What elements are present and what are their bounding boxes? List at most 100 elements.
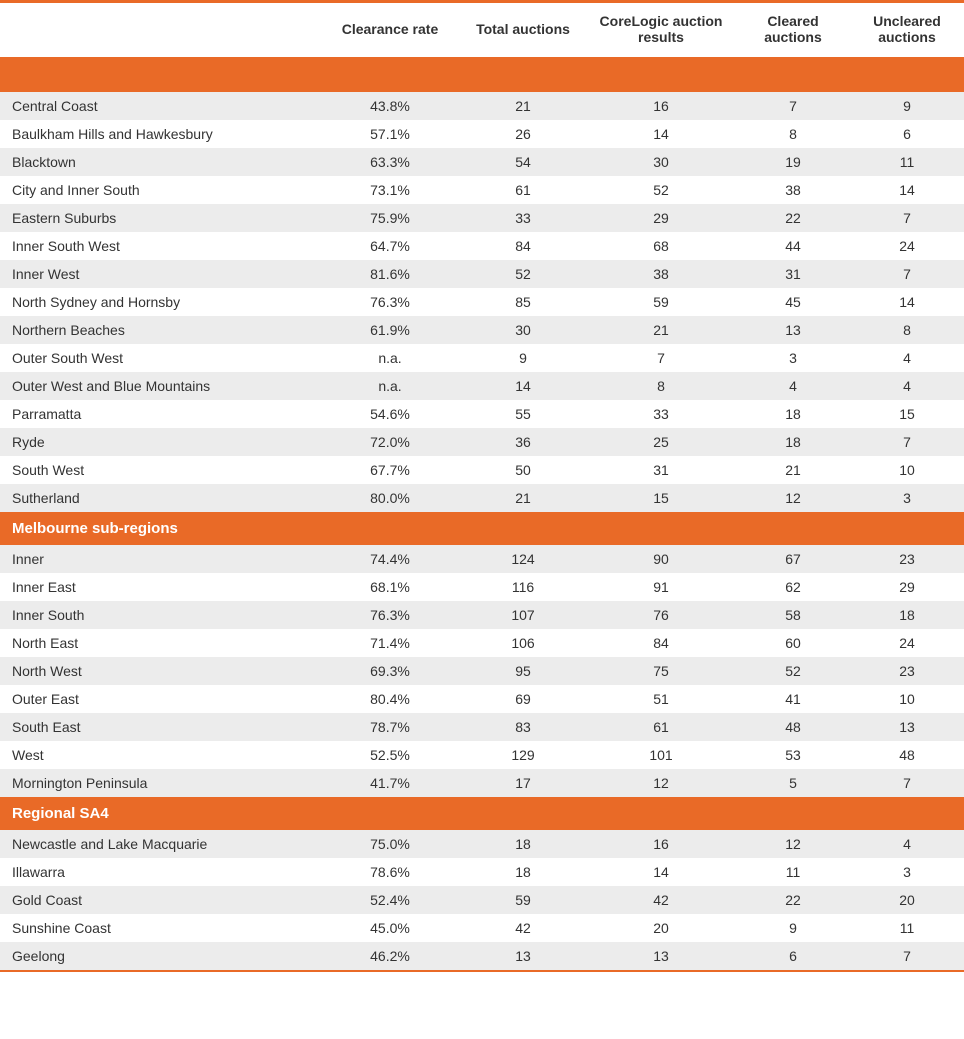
cell-value: 55 [460, 400, 586, 428]
table-row: Mornington Peninsula41.7%171257 [0, 769, 964, 797]
cell-value: 14 [460, 372, 586, 400]
cell-value: 59 [460, 886, 586, 914]
cell-region: Newcastle and Lake Macquarie [0, 830, 320, 858]
cell-value: 16 [586, 830, 736, 858]
cell-value: 17 [460, 769, 586, 797]
section-title: Melbourne sub-regions [0, 512, 964, 545]
section-title [0, 58, 964, 92]
col-header-total-auctions: Total auctions [460, 2, 586, 59]
cell-value: 95 [460, 657, 586, 685]
cell-region: North West [0, 657, 320, 685]
cell-region: Outer East [0, 685, 320, 713]
cell-value: 13 [850, 713, 964, 741]
cell-value: 8 [736, 120, 850, 148]
cell-value: 54 [460, 148, 586, 176]
cell-value: 21 [460, 92, 586, 120]
cell-value: 7 [850, 204, 964, 232]
table-row: Sunshine Coast45.0%4220911 [0, 914, 964, 942]
cell-value: 20 [586, 914, 736, 942]
cell-value: 12 [586, 769, 736, 797]
cell-value: 9 [850, 92, 964, 120]
cell-value: 48 [736, 713, 850, 741]
table-row: Inner West81.6%5238317 [0, 260, 964, 288]
cell-value: 7 [850, 428, 964, 456]
cell-value: 29 [850, 573, 964, 601]
col-header-corelogic-results: CoreLogic auction results [586, 2, 736, 59]
cell-value: 3 [850, 858, 964, 886]
cell-region: Inner South [0, 601, 320, 629]
section-title: Regional SA4 [0, 797, 964, 830]
cell-value: 16 [586, 92, 736, 120]
cell-value: 18 [460, 830, 586, 858]
cell-value: 21 [586, 316, 736, 344]
cell-value: 84 [460, 232, 586, 260]
cell-value: 78.7% [320, 713, 460, 741]
cell-value: 22 [736, 886, 850, 914]
table-row: North Sydney and Hornsby76.3%85594514 [0, 288, 964, 316]
cell-region: Illawarra [0, 858, 320, 886]
cell-region: Central Coast [0, 92, 320, 120]
table-row: Sutherland80.0%2115123 [0, 484, 964, 512]
cell-value: 18 [460, 858, 586, 886]
cell-value: 13 [586, 942, 736, 971]
cell-region: South West [0, 456, 320, 484]
cell-region: Sutherland [0, 484, 320, 512]
section-header: Melbourne sub-regions [0, 512, 964, 545]
cell-value: 18 [736, 400, 850, 428]
table-row: Baulkham Hills and Hawkesbury57.1%261486 [0, 120, 964, 148]
cell-value: 7 [850, 769, 964, 797]
cell-region: Baulkham Hills and Hawkesbury [0, 120, 320, 148]
cell-value: 4 [850, 830, 964, 858]
cell-value: 59 [586, 288, 736, 316]
cell-value: 67.7% [320, 456, 460, 484]
cell-value: 85 [460, 288, 586, 316]
cell-value: 22 [736, 204, 850, 232]
table-row: City and Inner South73.1%61523814 [0, 176, 964, 204]
cell-value: 129 [460, 741, 586, 769]
cell-value: 61 [586, 713, 736, 741]
col-header-uncleared-auctions: Uncleared auctions [850, 2, 964, 59]
table-row: Illawarra78.6%1814113 [0, 858, 964, 886]
cell-value: 52 [736, 657, 850, 685]
cell-value: 13 [460, 942, 586, 971]
cell-region: South East [0, 713, 320, 741]
cell-value: 76 [586, 601, 736, 629]
cell-value: 10 [850, 685, 964, 713]
cell-value: 7 [850, 942, 964, 971]
cell-value: 61 [460, 176, 586, 204]
cell-value: 48 [850, 741, 964, 769]
cell-value: 13 [736, 316, 850, 344]
cell-value: 6 [736, 942, 850, 971]
cell-value: 44 [736, 232, 850, 260]
table-row: Central Coast43.8%211679 [0, 92, 964, 120]
table-row: South East78.7%83614813 [0, 713, 964, 741]
cell-value: 57.1% [320, 120, 460, 148]
col-header-cleared-auctions: Cleared auctions [736, 2, 850, 59]
cell-value: 14 [586, 120, 736, 148]
cell-value: 68.1% [320, 573, 460, 601]
cell-value: 74.4% [320, 545, 460, 573]
cell-value: 52 [586, 176, 736, 204]
cell-value: 54.6% [320, 400, 460, 428]
table-row: Parramatta54.6%55331815 [0, 400, 964, 428]
cell-value: 80.0% [320, 484, 460, 512]
table-row: Newcastle and Lake Macquarie75.0%1816124 [0, 830, 964, 858]
cell-region: Sunshine Coast [0, 914, 320, 942]
cell-value: 11 [736, 858, 850, 886]
cell-value: 23 [850, 657, 964, 685]
table-row: North West69.3%95755223 [0, 657, 964, 685]
cell-value: 71.4% [320, 629, 460, 657]
cell-value: 12 [736, 484, 850, 512]
cell-value: 5 [736, 769, 850, 797]
cell-value: 8 [586, 372, 736, 400]
cell-value: 4 [850, 344, 964, 372]
cell-value: 15 [850, 400, 964, 428]
cell-region: Mornington Peninsula [0, 769, 320, 797]
table-row: Inner South76.3%107765818 [0, 601, 964, 629]
cell-region: Inner East [0, 573, 320, 601]
cell-value: 33 [586, 400, 736, 428]
section-header [0, 58, 964, 92]
cell-value: 106 [460, 629, 586, 657]
table-row: Ryde72.0%3625187 [0, 428, 964, 456]
cell-value: 52.5% [320, 741, 460, 769]
